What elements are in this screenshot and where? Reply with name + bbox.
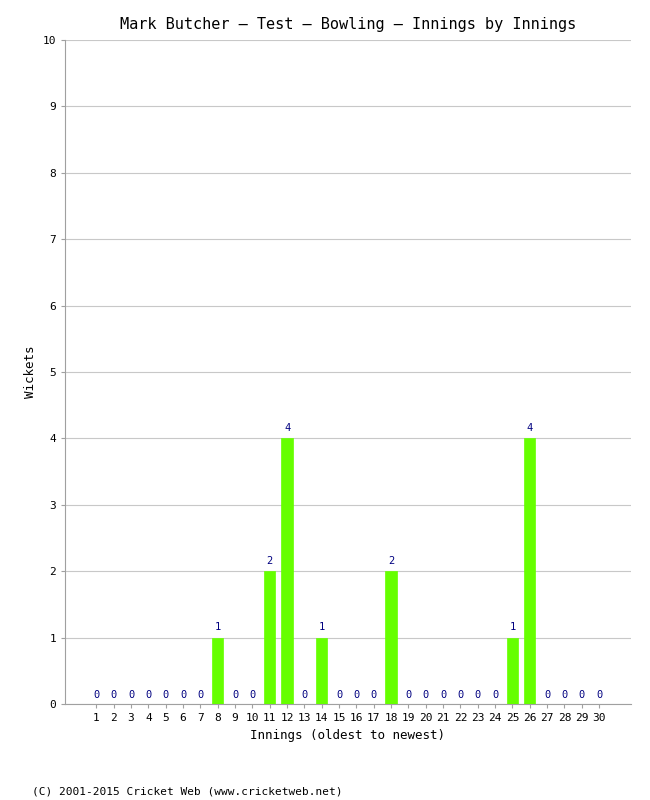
Text: 0: 0: [578, 690, 585, 700]
Text: 0: 0: [544, 690, 551, 700]
Text: (C) 2001-2015 Cricket Web (www.cricketweb.net): (C) 2001-2015 Cricket Web (www.cricketwe…: [32, 786, 343, 796]
Bar: [281, 438, 292, 704]
Text: 0: 0: [422, 690, 429, 700]
Text: 0: 0: [474, 690, 481, 700]
Bar: [264, 571, 276, 704]
Text: 0: 0: [370, 690, 377, 700]
Text: 0: 0: [354, 690, 359, 700]
Text: 0: 0: [302, 690, 307, 700]
Text: 4: 4: [284, 423, 290, 433]
Text: 1: 1: [510, 622, 515, 632]
Text: 0: 0: [145, 690, 151, 700]
Text: 0: 0: [128, 690, 134, 700]
Text: 2: 2: [388, 556, 394, 566]
Bar: [316, 638, 328, 704]
Text: 0: 0: [440, 690, 447, 700]
Bar: [212, 638, 224, 704]
Text: 0: 0: [111, 690, 117, 700]
Text: 0: 0: [562, 690, 567, 700]
Text: 0: 0: [336, 690, 342, 700]
Title: Mark Butcher – Test – Bowling – Innings by Innings: Mark Butcher – Test – Bowling – Innings …: [120, 17, 576, 32]
X-axis label: Innings (oldest to newest): Innings (oldest to newest): [250, 729, 445, 742]
Text: 0: 0: [492, 690, 499, 700]
Text: 0: 0: [197, 690, 203, 700]
Text: 1: 1: [318, 622, 325, 632]
Text: 0: 0: [596, 690, 603, 700]
Text: 2: 2: [266, 556, 273, 566]
Text: 0: 0: [93, 690, 99, 700]
Text: 0: 0: [458, 690, 463, 700]
Text: 0: 0: [162, 690, 169, 700]
Text: 1: 1: [214, 622, 221, 632]
Text: 0: 0: [180, 690, 186, 700]
Text: 0: 0: [232, 690, 238, 700]
Bar: [524, 438, 536, 704]
Text: 0: 0: [406, 690, 411, 700]
Y-axis label: Wickets: Wickets: [24, 346, 37, 398]
Text: 4: 4: [526, 423, 533, 433]
Text: 0: 0: [249, 690, 255, 700]
Bar: [385, 571, 396, 704]
Bar: [507, 638, 518, 704]
